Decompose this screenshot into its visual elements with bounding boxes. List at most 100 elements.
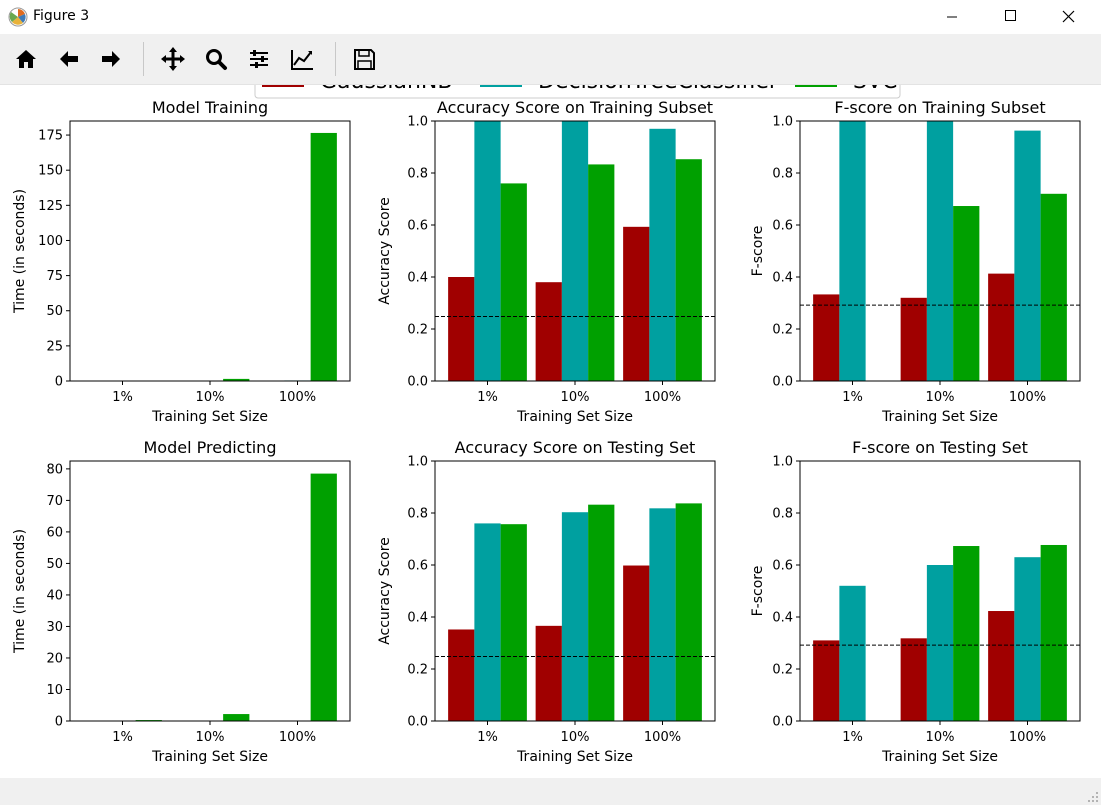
bar-decisiontreeclassifier-10pct: [561, 512, 589, 721]
y-axis-label: Accuracy Score: [377, 197, 393, 305]
y-tick-label: 0.2: [772, 323, 793, 338]
save-button[interactable]: [347, 42, 381, 76]
minimize-icon: [947, 16, 957, 18]
y-tick-label: 0.6: [407, 559, 428, 574]
y-tick-label: 0.6: [407, 219, 428, 234]
x-tick-label: 10%: [561, 390, 590, 405]
bar-gaussiannb-100pct: [988, 273, 1015, 381]
y-tick-label: 25: [46, 339, 63, 354]
minimize-button[interactable]: [929, 0, 975, 34]
zoom-icon: [206, 49, 227, 70]
x-axis-label: Training Set Size: [881, 409, 998, 425]
x-axis-label: Training Set Size: [151, 749, 268, 765]
x-tick-label: 1%: [112, 390, 133, 405]
close-button[interactable]: [1046, 0, 1092, 34]
legend-label-decisiontreeclassifier: DecisionTreeClassifier: [538, 85, 779, 94]
x-tick-label: 10%: [196, 730, 225, 745]
edit-axes-button[interactable]: [285, 42, 319, 76]
figure-canvas[interactable]: 0 25 50 75 100 125 150 175 1% 10% 100% Model Traini…: [0, 59, 1101, 778]
bar-gaussiannb-100pct: [988, 611, 1015, 721]
bar-gaussiannb-100pct: [623, 565, 650, 721]
y-tick-label: 1.0: [407, 115, 428, 130]
y-tick-label: 60: [46, 525, 63, 540]
forward-button[interactable]: [94, 42, 128, 76]
y-axis-label: Time (in seconds): [12, 189, 28, 314]
y-tick-label: 1.0: [772, 455, 793, 470]
close-icon: [1062, 10, 1075, 23]
toolbar-separator: [335, 42, 336, 76]
subplots-config-button[interactable]: [242, 42, 276, 76]
x-tick-label: 1%: [112, 730, 133, 745]
y-tick-label: 1.0: [772, 115, 793, 130]
legend-swatch-gaussiannb: [262, 78, 304, 87]
subplot-6: 0.0 0.2 0.4 0.6 0.8 1.0 1% 10% 100% F-score on Te…: [750, 438, 1081, 765]
bar-svc-100pct: [1040, 193, 1067, 381]
y-tick-label: 0.4: [772, 271, 793, 286]
y-tick-label: 80: [46, 462, 63, 477]
y-tick-label: 150: [38, 164, 63, 179]
bar-svc-100pct: [675, 159, 702, 381]
resize-grip-icon[interactable]: [1087, 791, 1099, 803]
bar-svc-100pct: [1040, 544, 1067, 721]
y-tick-label: 125: [38, 199, 63, 214]
bar-svc-100pct: [310, 473, 337, 721]
x-tick-label: 1%: [477, 730, 498, 745]
y-axis-label: F-score: [750, 226, 766, 277]
bar-gaussiannb-100pct: [623, 226, 650, 381]
subplot-title: Accuracy Score on Testing Set: [455, 438, 696, 457]
zoom-button[interactable]: [199, 42, 233, 76]
y-tick-label: 0.8: [407, 507, 428, 522]
y-tick-label: 40: [46, 588, 63, 603]
y-tick-label: 20: [46, 651, 63, 666]
y-tick-label: 0.4: [407, 271, 428, 286]
legend-swatch-decisiontreeclassifier: [480, 78, 522, 87]
maximize-button[interactable]: [987, 0, 1033, 34]
legend-label-gaussiannb: GaussianNB: [320, 85, 452, 94]
window-titlebar[interactable]: Figure 3: [0, 0, 1101, 34]
bar-svc-100pct: [310, 132, 337, 381]
bar-decisiontreeclassifier-10pct: [926, 121, 954, 381]
subplot-title: F-score on Training Subset: [834, 98, 1045, 117]
bar-decisiontreeclassifier-100pct: [1014, 557, 1041, 721]
y-tick-label: 0.0: [407, 715, 428, 730]
toolbar-separator: [143, 42, 144, 76]
y-tick-label: 0.4: [772, 611, 793, 626]
y-tick-label: 175: [38, 129, 63, 144]
window-title: Figure 3: [33, 8, 90, 24]
y-tick-label: 0.8: [772, 507, 793, 522]
y-tick-label: 50: [46, 304, 63, 319]
bar-svc-10pct: [953, 546, 980, 721]
bar-svc-10pct: [953, 206, 980, 381]
y-tick-label: 0.0: [407, 375, 428, 390]
y-axis-label: F-score: [750, 566, 766, 617]
back-button[interactable]: [52, 42, 86, 76]
bar-svc-100pct: [675, 503, 702, 721]
subplot-1: 0 25 50 75 100 125 150 175 1% 10% 100% Model Traini…: [12, 98, 351, 425]
home-button[interactable]: [9, 42, 43, 76]
y-tick-label: 0.8: [407, 167, 428, 182]
x-axis-label: Training Set Size: [151, 409, 268, 425]
legend: GaussianNB DecisionTreeClassifier SVC: [254, 59, 901, 99]
bar-decisiontreeclassifier-100pct: [649, 508, 676, 721]
x-tick-label: 100%: [644, 730, 681, 745]
y-tick-label: 0.2: [407, 663, 428, 678]
bar-gaussiannb-1pct: [813, 640, 840, 721]
bar-decisiontreeclassifier-10pct: [926, 565, 954, 721]
home-icon: [16, 50, 36, 68]
save-icon: [354, 49, 375, 70]
x-tick-label: 10%: [926, 390, 955, 405]
y-tick-label: 10: [46, 683, 63, 698]
pan-button[interactable]: [156, 42, 190, 76]
bar-svc-10pct: [588, 164, 615, 381]
y-tick-label: 1.0: [407, 455, 428, 470]
bar-decisiontreeclassifier-100pct: [1014, 130, 1041, 381]
x-tick-label: 1%: [842, 730, 863, 745]
x-tick-label: 100%: [279, 390, 316, 405]
y-tick-label: 30: [46, 620, 63, 635]
bar-svc-1pct: [500, 183, 527, 381]
subplot-title: Model Predicting: [144, 438, 277, 457]
x-tick-label: 1%: [477, 390, 498, 405]
x-tick-label: 100%: [279, 730, 316, 745]
x-axis-label: Training Set Size: [881, 749, 998, 765]
